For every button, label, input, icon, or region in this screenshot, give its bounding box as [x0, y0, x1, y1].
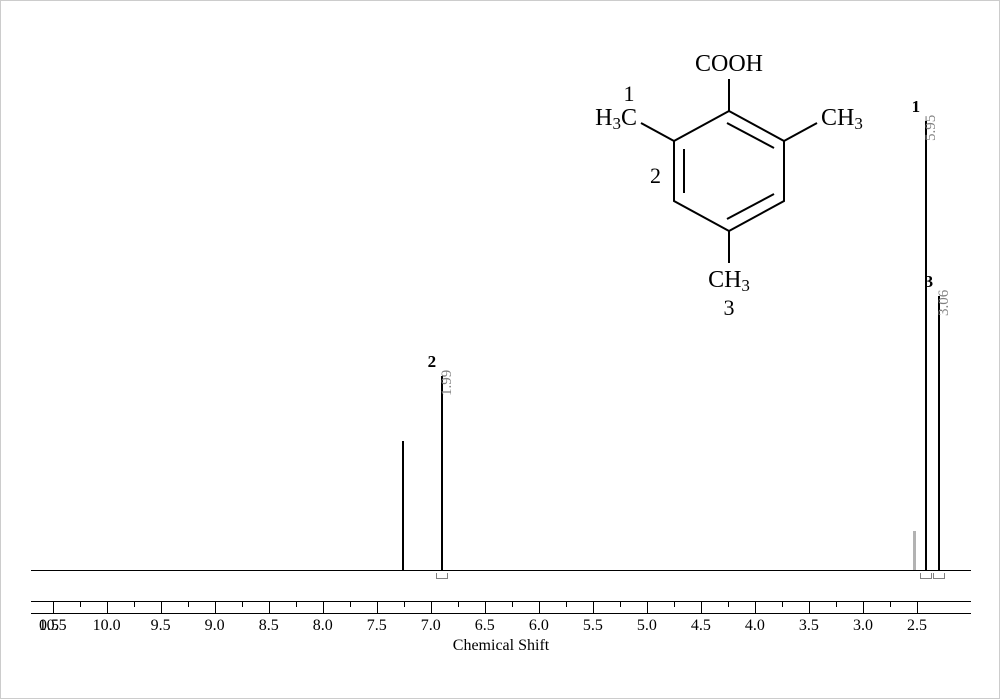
tick-label: 2.5 — [907, 617, 927, 635]
integral-1: 5.95 — [923, 115, 940, 141]
tick-minor — [458, 601, 459, 607]
x-axis-label: Chemical Shift — [453, 637, 549, 655]
integral-bracket-2 — [436, 573, 448, 579]
peak-shoulder — [913, 531, 916, 571]
label-ch3-left: H3C — [595, 105, 637, 133]
tick — [107, 601, 108, 613]
integral-bracket-3 — [933, 573, 945, 579]
axis-top-line — [31, 601, 971, 602]
tick — [701, 601, 702, 613]
integral-2: 1.99 — [439, 370, 456, 396]
tick-minor — [620, 601, 621, 607]
tick — [809, 601, 810, 613]
integral-3: 3.06 — [936, 290, 953, 316]
peak-3 — [938, 296, 940, 571]
tick-label: 5.0 — [637, 617, 657, 635]
tick-label: 3.5 — [799, 617, 819, 635]
peak-solvent — [402, 441, 404, 571]
label-ch3-right: CH3 — [821, 105, 863, 133]
x-axis: 10.510.09.59.08.58.07.57.06.56.05.55.04.… — [31, 601, 971, 671]
tick — [161, 601, 162, 613]
position-1: 1 — [624, 81, 635, 106]
tick-label: 3.0 — [853, 617, 873, 635]
tick-label: 7.0 — [421, 617, 441, 635]
tick-minor — [404, 601, 405, 607]
tick-minor — [782, 601, 783, 607]
tick — [485, 601, 486, 613]
tick — [269, 601, 270, 613]
tick — [53, 601, 54, 613]
tick-minor — [350, 601, 351, 607]
tick-label: 9.0 — [205, 617, 225, 635]
tick — [593, 601, 594, 613]
peak-label-3: 3 — [925, 272, 934, 292]
tick — [755, 601, 756, 613]
axis-bottom-line — [31, 613, 971, 614]
tick-label: 9.5 — [151, 617, 171, 635]
tick-minor — [80, 601, 81, 607]
integral-bracket-1 — [920, 573, 932, 579]
tick — [323, 601, 324, 613]
tick-label: 6.5 — [475, 617, 495, 635]
peak-label-2: 2 — [428, 352, 437, 372]
position-3: 3 — [724, 295, 735, 320]
tick-minor — [512, 601, 513, 607]
tick — [215, 601, 216, 613]
tick-label: 4.5 — [691, 617, 711, 635]
tick-label: 4.0 — [745, 617, 765, 635]
tick-label: 6.0 — [529, 617, 549, 635]
molecule-structure: COOH H3C CH3 CH3 1 2 3 — [569, 41, 889, 321]
tick-label: 5.5 — [583, 617, 603, 635]
tick-minor — [836, 601, 837, 607]
tick — [377, 601, 378, 613]
tick-label: 10.0 — [93, 617, 121, 635]
tick-label: 7.5 — [367, 617, 387, 635]
tick-minor — [674, 601, 675, 607]
label-ch3-bottom: CH3 — [708, 267, 750, 295]
tick-minor — [134, 601, 135, 607]
tick-minor — [242, 601, 243, 607]
peak-1 — [925, 121, 927, 571]
tick-minor — [728, 601, 729, 607]
tick-minor — [566, 601, 567, 607]
tick — [647, 601, 648, 613]
tick — [863, 601, 864, 613]
tick-minor — [296, 601, 297, 607]
tick-minor — [188, 601, 189, 607]
position-2: 2 — [650, 163, 661, 188]
tick-label: 8.0 — [313, 617, 333, 635]
peak-label-1: 1 — [912, 97, 921, 117]
peak-2 — [441, 376, 443, 571]
tick-label: 8.5 — [259, 617, 279, 635]
tick — [539, 601, 540, 613]
label-cooh: COOH — [695, 51, 763, 77]
tick — [917, 601, 918, 613]
tick-minor — [890, 601, 891, 607]
tick — [431, 601, 432, 613]
baseline — [31, 570, 971, 572]
tick-label-edge: 0.5 — [39, 617, 59, 635]
